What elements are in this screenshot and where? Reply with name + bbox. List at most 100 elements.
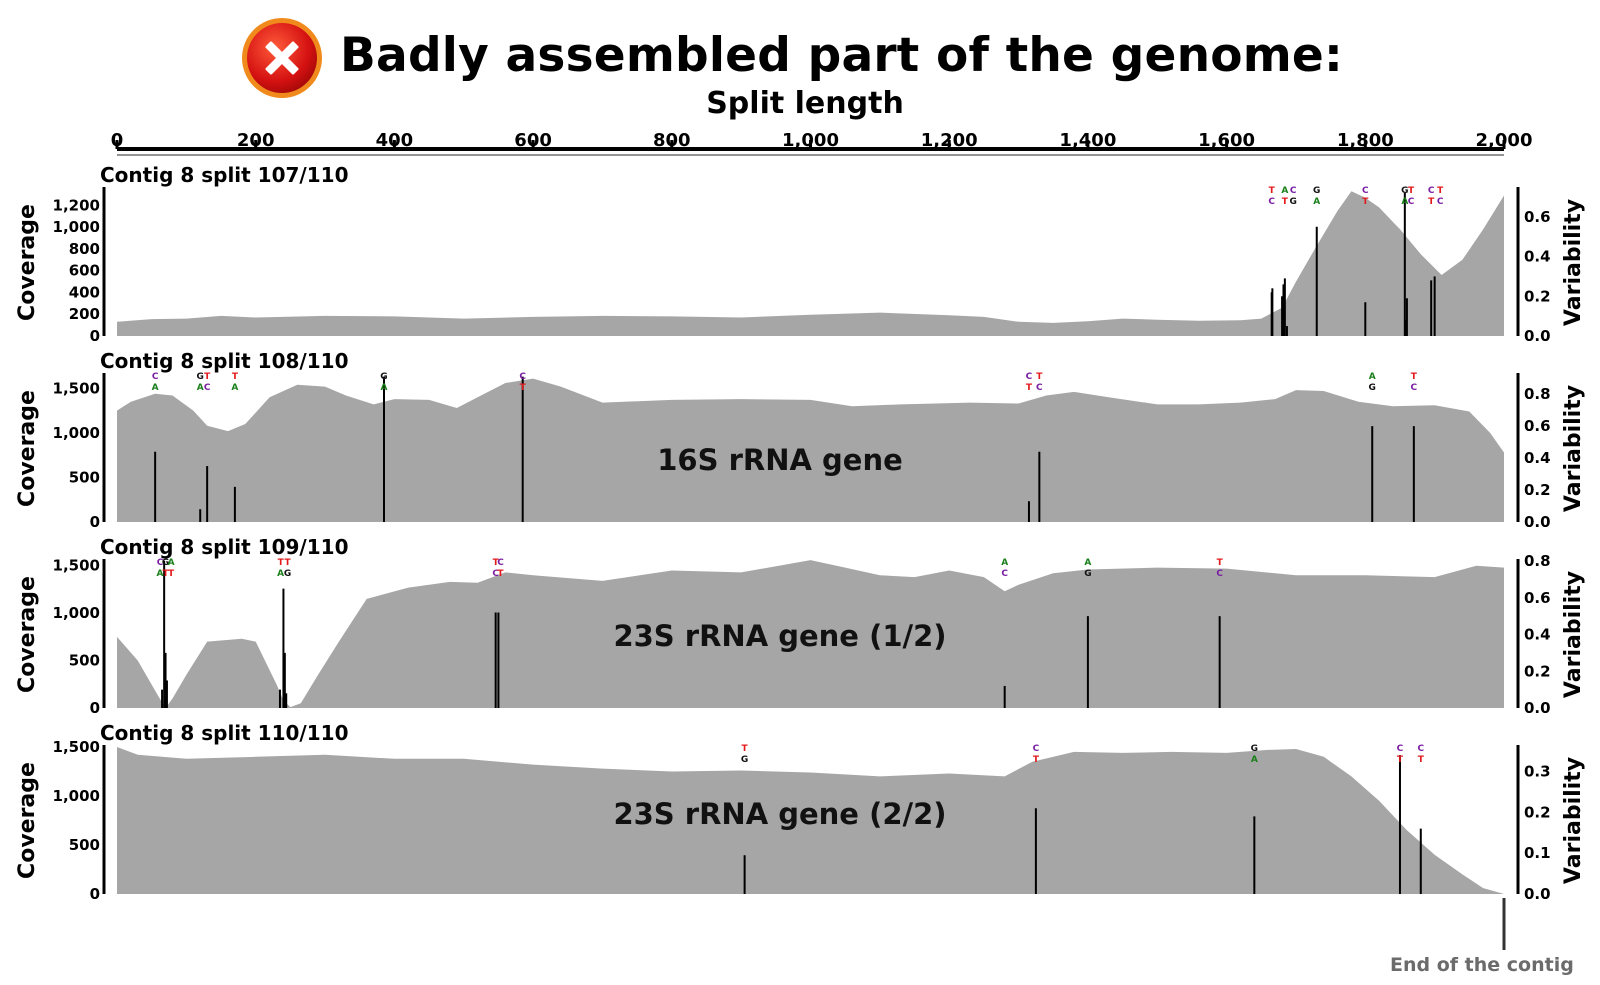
- snv-label-top: T: [1269, 186, 1276, 196]
- y2-tick-label: 0.2: [1524, 662, 1551, 680]
- snv-label-top: T: [278, 558, 285, 568]
- snv-label-bottom: T: [497, 569, 504, 579]
- red-x-circle-icon: [242, 18, 322, 98]
- y-tick-label: 1,500: [53, 557, 100, 575]
- x-tick-label: 0: [111, 130, 124, 151]
- snv-label-top: C: [1397, 744, 1404, 754]
- snv-label-top: A: [1369, 372, 1376, 382]
- y-tick-label: 0: [90, 699, 100, 717]
- y2-tick-label: 0.6: [1524, 589, 1551, 607]
- gene-annotation: 16S rRNA gene: [657, 443, 903, 477]
- y-tick-label: 0: [90, 885, 100, 903]
- y-tick-label: 0: [90, 513, 100, 531]
- y2-tick-label: 0.0: [1524, 885, 1551, 903]
- snv-label-bottom: T: [1026, 383, 1033, 393]
- y2-tick-label: 0.1: [1524, 844, 1551, 862]
- snv-label-top: T: [204, 372, 211, 382]
- x-tick-label: 600: [514, 130, 552, 151]
- snv-label-top: C: [1026, 372, 1033, 382]
- gene-annotation: 23S rRNA gene (2/2): [613, 797, 946, 831]
- x-tick-label: 200: [237, 130, 275, 151]
- x-tick-label: 1,600: [1198, 130, 1255, 151]
- x-tick-label: 2,000: [1476, 130, 1533, 151]
- snv-label-bottom: T: [1033, 755, 1040, 765]
- panel-title: Contig 8 split 108/110: [100, 349, 349, 373]
- snv-label-top: T: [1437, 186, 1444, 196]
- snv-label-top: A: [1281, 186, 1288, 196]
- y2-tick-label: 0.4: [1524, 248, 1551, 266]
- snv-label-bottom: G: [1369, 383, 1376, 393]
- y-tick-label: 200: [69, 305, 100, 323]
- snv-label-bottom: A: [157, 569, 164, 579]
- snv-label-top: T: [1217, 558, 1224, 568]
- y2-tick-label: 0.8: [1524, 552, 1551, 570]
- snv-label-top: C: [1417, 744, 1424, 754]
- y-tick-label: 1,000: [53, 424, 100, 442]
- snv-label-bottom: C: [1437, 197, 1444, 207]
- snv-label-bottom: A: [277, 569, 284, 579]
- snv-label-top: T: [285, 558, 292, 568]
- y2-tick-label: 0.2: [1524, 481, 1551, 499]
- y-axis-label: Coverage: [15, 390, 40, 507]
- snv-label-bottom: C: [1268, 197, 1275, 207]
- y2-tick-label: 0.0: [1524, 699, 1551, 717]
- y-tick-label: 1,000: [53, 604, 100, 622]
- snv-label-bottom: C: [1001, 569, 1008, 579]
- y2-tick-label: 0.0: [1524, 513, 1551, 531]
- snv-label-bottom: T: [1418, 755, 1425, 765]
- snv-label-top: T: [493, 558, 500, 568]
- snv-label-top: C: [1428, 186, 1435, 196]
- coverage-area: [117, 747, 1504, 894]
- snv-label-bottom: C: [1216, 569, 1223, 579]
- snv-label-top: T: [1408, 186, 1415, 196]
- snv-label-bottom: C: [1411, 383, 1418, 393]
- y-axis-label: Coverage: [15, 576, 40, 693]
- panel-title: Contig 8 split 110/110: [100, 721, 349, 745]
- coverage-area: [117, 560, 1504, 708]
- y-tick-label: 800: [69, 240, 100, 258]
- y2-axis-label: Variability: [1561, 199, 1586, 326]
- snv-label-bottom: C: [1036, 383, 1043, 393]
- snv-label-bottom: G: [741, 755, 748, 765]
- snv-label-top: A: [168, 558, 175, 568]
- y2-axis-label: Variability: [1561, 757, 1586, 884]
- snv-label-bottom: C: [1408, 197, 1415, 207]
- snv-label-bottom: G: [284, 569, 291, 579]
- x-tick-label: 1,200: [921, 130, 978, 151]
- y2-axis-label: Variability: [1561, 385, 1586, 512]
- snv-label-top: T: [742, 744, 749, 754]
- panel-title: Contig 8 split 107/110: [100, 163, 349, 187]
- x-axis-label: Split length: [706, 86, 904, 121]
- y-tick-label: 1,000: [53, 787, 100, 805]
- y-tick-label: 1,500: [53, 738, 100, 756]
- y-tick-label: 1,500: [53, 379, 100, 397]
- snv-label-bottom: C: [492, 569, 499, 579]
- snv-label-bottom: T: [162, 569, 169, 579]
- y2-tick-label: 0.6: [1524, 417, 1551, 435]
- x-tick-label: 1,800: [1337, 130, 1394, 151]
- snv-label-top: A: [1084, 558, 1091, 568]
- snv-label-bottom: T: [1428, 197, 1435, 207]
- snv-label-top: T: [1411, 372, 1418, 382]
- snv-label-bottom: G: [1289, 197, 1296, 207]
- snv-label-bottom: A: [1401, 197, 1408, 207]
- y2-tick-label: 0.3: [1524, 763, 1551, 781]
- snv-label-top: T: [1036, 372, 1043, 382]
- snv-label-bottom: G: [1084, 569, 1091, 579]
- snv-label-top: C: [519, 372, 526, 382]
- snv-label-bottom: C: [204, 383, 211, 393]
- snv-label-bottom: A: [1313, 197, 1320, 207]
- snv-label-top: C: [1290, 186, 1297, 196]
- snv-label-bottom: T: [168, 569, 175, 579]
- snv-label-bottom: A: [381, 383, 388, 393]
- snv-label-bottom: A: [1251, 755, 1258, 765]
- snv-label-top: C: [157, 558, 164, 568]
- snv-label-bottom: T: [1397, 755, 1404, 765]
- panel-title: Contig 8 split 109/110: [100, 535, 349, 559]
- snv-label-bottom: A: [152, 383, 159, 393]
- snv-label-top: G: [1401, 186, 1408, 196]
- y-tick-label: 500: [69, 836, 100, 854]
- end-of-contig-note: End of the contig: [1390, 954, 1574, 976]
- y2-tick-label: 0.0: [1524, 327, 1551, 345]
- y2-axis-label: Variability: [1561, 571, 1586, 698]
